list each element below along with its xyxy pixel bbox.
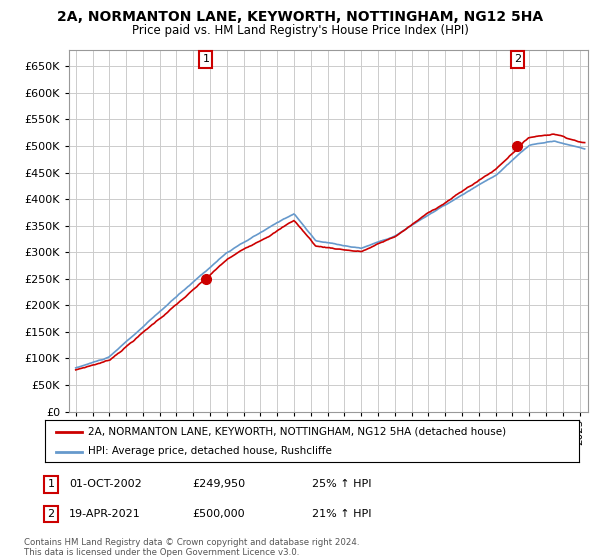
Text: 2A, NORMANTON LANE, KEYWORTH, NOTTINGHAM, NG12 5HA (detached house): 2A, NORMANTON LANE, KEYWORTH, NOTTINGHAM… [88, 427, 506, 437]
Text: 21% ↑ HPI: 21% ↑ HPI [312, 509, 371, 519]
Text: Contains HM Land Registry data © Crown copyright and database right 2024.
This d: Contains HM Land Registry data © Crown c… [24, 538, 359, 557]
Text: £249,950: £249,950 [192, 479, 245, 489]
Text: 1: 1 [202, 54, 209, 64]
Text: 19-APR-2021: 19-APR-2021 [69, 509, 141, 519]
Text: 2: 2 [47, 509, 55, 519]
Text: 1: 1 [47, 479, 55, 489]
Text: £500,000: £500,000 [192, 509, 245, 519]
Text: 01-OCT-2002: 01-OCT-2002 [69, 479, 142, 489]
Text: 2: 2 [514, 54, 521, 64]
Text: Price paid vs. HM Land Registry's House Price Index (HPI): Price paid vs. HM Land Registry's House … [131, 24, 469, 36]
Text: 25% ↑ HPI: 25% ↑ HPI [312, 479, 371, 489]
Text: HPI: Average price, detached house, Rushcliffe: HPI: Average price, detached house, Rush… [88, 446, 332, 456]
Text: 2A, NORMANTON LANE, KEYWORTH, NOTTINGHAM, NG12 5HA: 2A, NORMANTON LANE, KEYWORTH, NOTTINGHAM… [57, 10, 543, 24]
